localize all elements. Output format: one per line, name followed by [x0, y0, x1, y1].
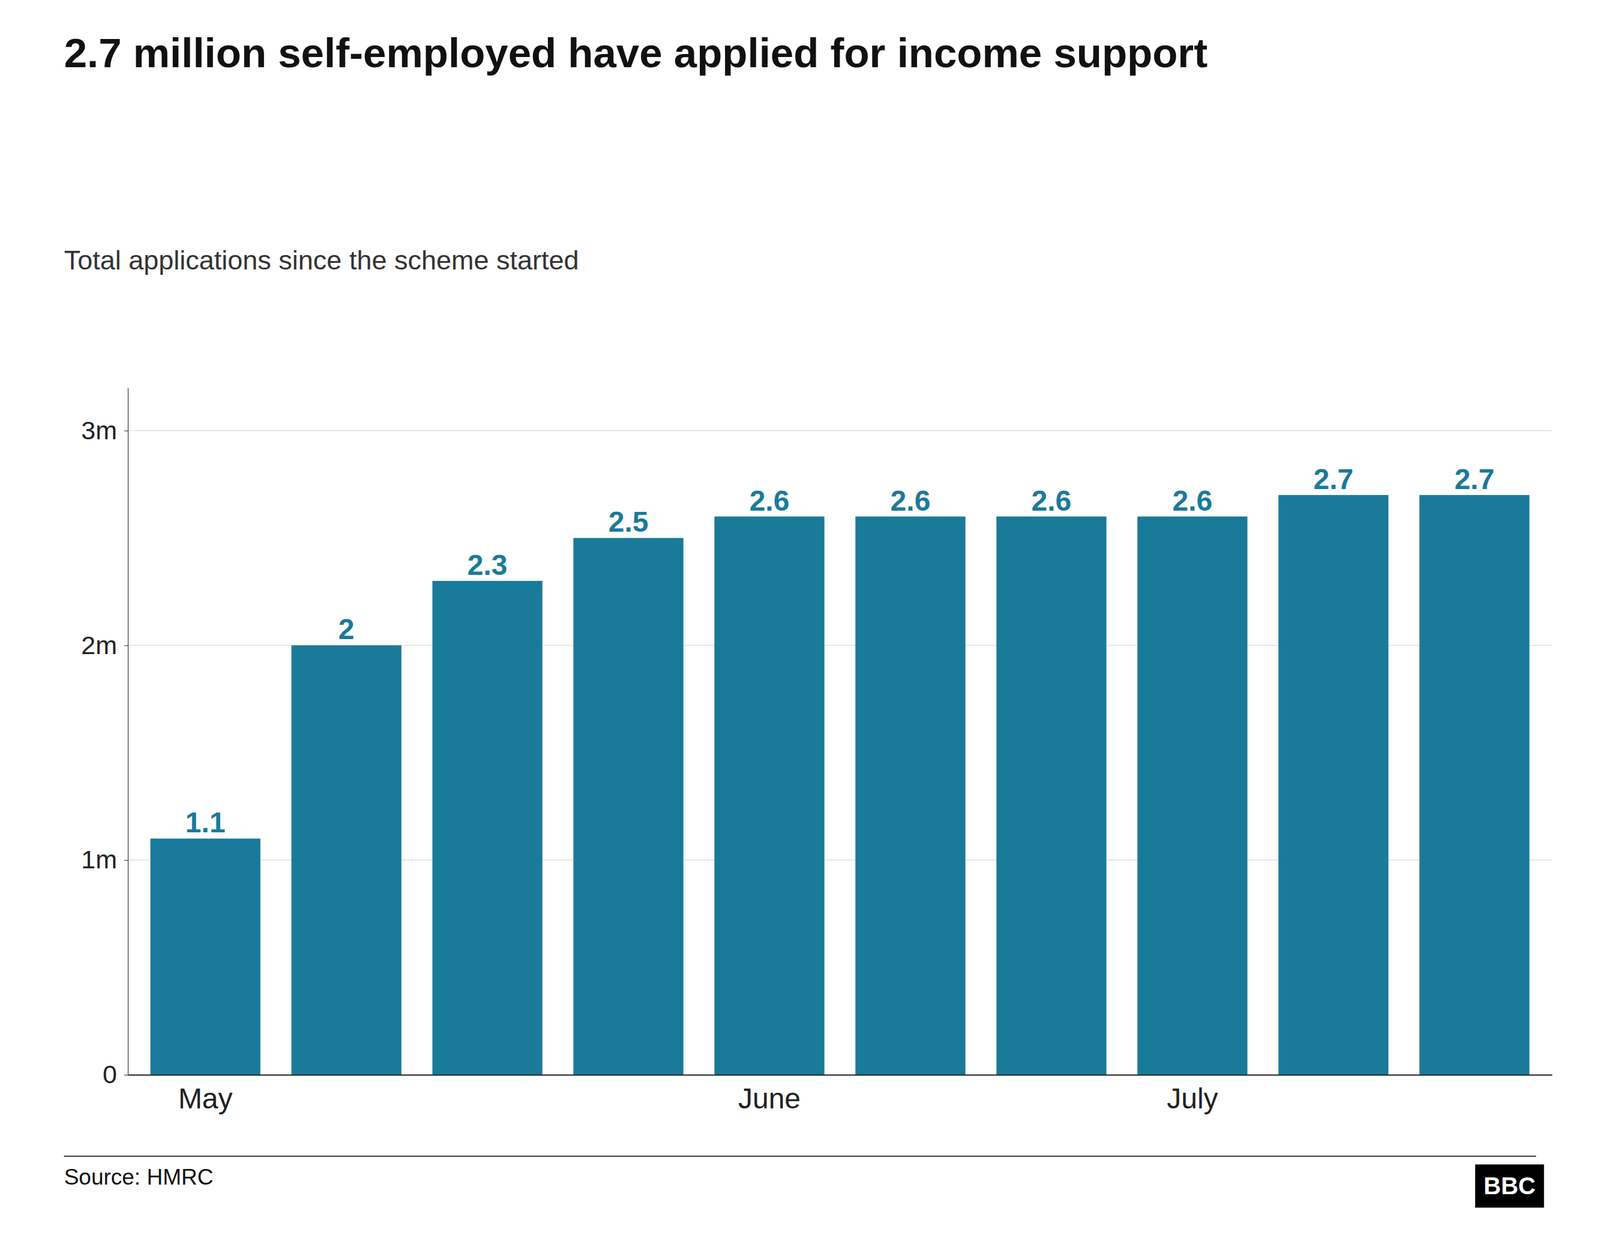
bars: [150, 495, 1530, 1075]
background: [0, 0, 1600, 1250]
footer-rule: [64, 1155, 1537, 1158]
x-tick-label: May: [178, 1082, 233, 1115]
data-label: 2.3: [467, 549, 508, 581]
data-label: 2.6: [1031, 484, 1072, 517]
x-axis: May June July: [128, 1075, 1553, 1116]
grid-line: [127, 430, 1552, 432]
bar: [1419, 495, 1530, 1075]
x-axis-line: [128, 1074, 1553, 1077]
bar: [291, 645, 402, 1075]
y-tick-mark: [124, 430, 128, 432]
y-axis-line: [127, 388, 129, 1076]
title: 2.7 million self-employed have applied f…: [64, 30, 1209, 77]
y-tick-label: 3m: [81, 415, 118, 445]
data-label: 2: [338, 613, 355, 646]
y-tick: 0: [102, 1059, 128, 1089]
y-tick: 1m: [81, 845, 128, 874]
bar: [150, 838, 261, 1075]
logo: BBC: [1475, 1164, 1545, 1208]
bar: [996, 516, 1107, 1075]
x-tick-label: July: [1166, 1082, 1218, 1115]
bar: [855, 516, 966, 1075]
bar: [1137, 516, 1248, 1075]
chart: 2.7 million self-employed have applied f…: [0, 0, 1600, 1250]
bar: [573, 537, 683, 1075]
y-tick-label: 0: [102, 1059, 118, 1089]
subtitle: Total applications since the scheme star…: [64, 244, 580, 276]
y-tick-label: 1m: [81, 845, 118, 874]
y-axis: 0 1m 2m 3m: [81, 388, 128, 1090]
y-tick-label: 2m: [81, 630, 118, 660]
x-tick: June: [738, 1082, 801, 1115]
bar: [1278, 495, 1389, 1075]
y-tick-mark: [124, 645, 128, 646]
data-label: 2.6: [749, 484, 790, 517]
data-label: 2.5: [608, 505, 649, 538]
data-label: 2.6: [890, 484, 931, 517]
y-tick-mark: [124, 1074, 128, 1076]
bar: [432, 580, 542, 1075]
data-label: 2.6: [1172, 484, 1213, 517]
data-label: 1.1: [185, 806, 226, 839]
grid: [127, 430, 1552, 1075]
y-tick-mark: [124, 860, 128, 861]
y-tick: 2m: [81, 630, 128, 660]
y-tick: 3m: [81, 415, 128, 445]
data-label: 2.7: [1454, 463, 1495, 496]
x-tick: May: [178, 1082, 233, 1115]
source: Source: HMRC: [64, 1164, 214, 1190]
x-tick-label: June: [738, 1082, 801, 1115]
annotation: BBC: [1483, 1172, 1536, 1200]
data-labels: 1.1 2 2.3 2.5 2.6 2.6 2.6 2.6 2.7 2.7: [185, 463, 1495, 840]
logo-box: [1475, 1164, 1545, 1208]
x-tick: July: [1166, 1082, 1218, 1115]
data-label: 2.7: [1313, 463, 1354, 496]
bar: [714, 516, 825, 1075]
